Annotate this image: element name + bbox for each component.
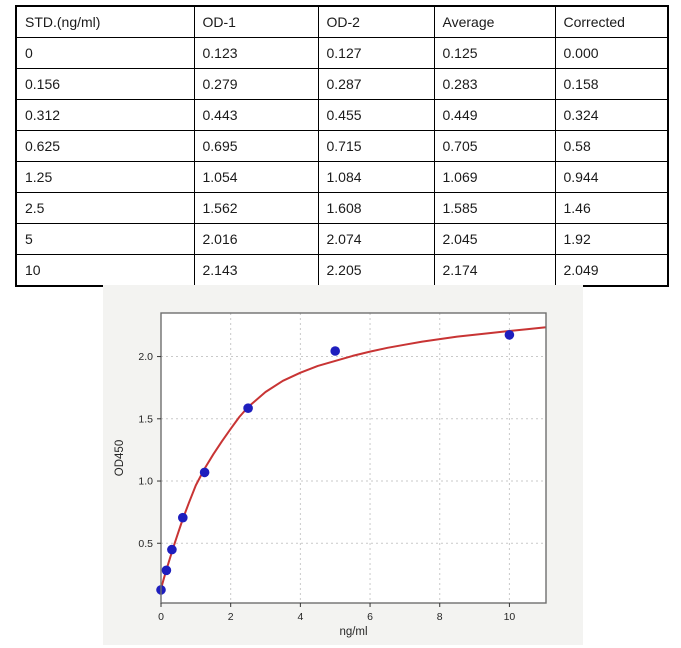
table-cell: 0.625 bbox=[15, 130, 195, 162]
table-row: 0.156 0.279 0.287 0.283 0.158 bbox=[15, 68, 669, 100]
table-cell: 0.455 bbox=[317, 99, 435, 131]
table-cell: 0.324 bbox=[554, 99, 669, 131]
table-cell: 0.695 bbox=[193, 130, 319, 162]
fit-curve-line bbox=[160, 326, 547, 589]
y-tick-label: 2.0 bbox=[138, 351, 153, 363]
table-cell: 1.25 bbox=[15, 161, 195, 193]
y-axis-label: OD450 bbox=[114, 440, 126, 476]
table-cell: 1.562 bbox=[193, 192, 319, 224]
table-cell: 1.069 bbox=[433, 161, 556, 193]
table-cell: 1.054 bbox=[193, 161, 319, 193]
table-row: 0.625 0.695 0.715 0.705 0.58 bbox=[15, 130, 669, 162]
data-point bbox=[243, 403, 253, 413]
table-cell: 0.156 bbox=[15, 68, 195, 100]
standards-table-body: 0 0.123 0.127 0.125 0.000 0.156 0.279 0.287 0.28… bbox=[15, 37, 669, 287]
table-cell: 0.449 bbox=[433, 99, 556, 131]
table-cell: 0.312 bbox=[15, 99, 195, 131]
table-cell: 0.000 bbox=[554, 37, 669, 69]
data-point bbox=[178, 512, 188, 523]
table-cell: 2.045 bbox=[433, 223, 556, 255]
header-cell: OD-2 bbox=[317, 5, 435, 38]
standards-table-header: STD.(ng/ml) OD-1 OD-2 Average Corrected bbox=[15, 5, 669, 38]
table-cell: 0.58 bbox=[554, 130, 669, 162]
table-cell: 0.158 bbox=[554, 68, 669, 100]
table-cell: 0.123 bbox=[193, 37, 319, 69]
table-cell: 2.143 bbox=[193, 254, 319, 287]
x-tick-label: 10 bbox=[504, 611, 516, 623]
table-cell: 5 bbox=[15, 223, 195, 255]
y-tick-label: 0.5 bbox=[138, 538, 153, 550]
table-cell: 0.125 bbox=[433, 37, 556, 69]
table-cell: 2.174 bbox=[433, 254, 556, 287]
table-cell: 0.127 bbox=[317, 37, 435, 69]
data-point bbox=[199, 467, 210, 478]
table-cell: 1.585 bbox=[433, 192, 556, 224]
table-cell: 0.443 bbox=[193, 99, 319, 131]
table-row: 1.25 1.054 1.084 1.069 0.944 bbox=[15, 161, 669, 193]
table-cell: 2.205 bbox=[317, 254, 435, 287]
data-point bbox=[504, 330, 515, 340]
x-tick-label: 2 bbox=[228, 611, 234, 623]
table-cell: 1.46 bbox=[554, 192, 669, 224]
table-cell: 2.074 bbox=[317, 223, 435, 255]
table-cell: 1.608 bbox=[317, 192, 435, 224]
plot-area bbox=[161, 313, 546, 603]
header-cell: OD-1 bbox=[193, 5, 319, 38]
table-cell: 0.705 bbox=[433, 130, 556, 162]
header-cell: STD.(ng/ml) bbox=[15, 5, 195, 38]
table-cell: 1.92 bbox=[554, 223, 669, 255]
plot-border bbox=[160, 312, 547, 604]
table-row: 0.312 0.443 0.455 0.449 0.324 bbox=[15, 99, 669, 131]
header-row: STD.(ng/ml) OD-1 OD-2 Average Corrected bbox=[15, 5, 669, 38]
table-cell: 1.084 bbox=[317, 161, 435, 193]
table-row: 2.5 1.562 1.608 1.585 1.46 bbox=[15, 192, 669, 224]
data-point bbox=[330, 346, 340, 356]
x-axis-label: ng/ml bbox=[339, 626, 367, 638]
x-tick-label: 4 bbox=[297, 611, 303, 623]
table-row: 10 2.143 2.205 2.174 2.049 bbox=[15, 254, 669, 287]
table-cell: 10 bbox=[15, 254, 195, 287]
table-cell: 0.279 bbox=[193, 68, 319, 100]
table-cell: 0.944 bbox=[554, 161, 669, 193]
header-cell: Average bbox=[433, 5, 556, 38]
table-row: 5 2.016 2.074 2.045 1.92 bbox=[15, 223, 669, 255]
table-cell: 2.5 bbox=[15, 192, 195, 224]
x-tick-label: 0 bbox=[158, 611, 164, 623]
y-tick-label: 1.5 bbox=[138, 413, 153, 425]
x-tick-label: 6 bbox=[367, 611, 373, 623]
table-cell: 2.016 bbox=[193, 223, 319, 255]
table-cell: 0.287 bbox=[317, 68, 435, 100]
header-cell: Corrected bbox=[554, 5, 669, 38]
standard-curve-plot: 0 2 4 6 8 10 0.5 1.0 1.5 2.0 ng/ml OD450 bbox=[114, 312, 547, 638]
data-point bbox=[161, 565, 172, 576]
table-row: 0 0.123 0.127 0.125 0.000 bbox=[15, 37, 669, 69]
standard-curve-chart: 0 2 4 6 8 10 0.5 1.0 1.5 2.0 ng/ml OD450 bbox=[103, 285, 583, 645]
table-cell: 0.283 bbox=[433, 68, 556, 100]
x-tick-label: 8 bbox=[437, 611, 443, 623]
table-cell: 0 bbox=[15, 37, 195, 69]
y-tick-label: 1.0 bbox=[138, 476, 153, 488]
table-cell: 2.049 bbox=[554, 254, 669, 287]
standards-table: STD.(ng/ml) OD-1 OD-2 Average Corrected 0 0.1… bbox=[15, 5, 669, 287]
data-point bbox=[167, 544, 177, 555]
table-cell: 0.715 bbox=[317, 130, 435, 162]
